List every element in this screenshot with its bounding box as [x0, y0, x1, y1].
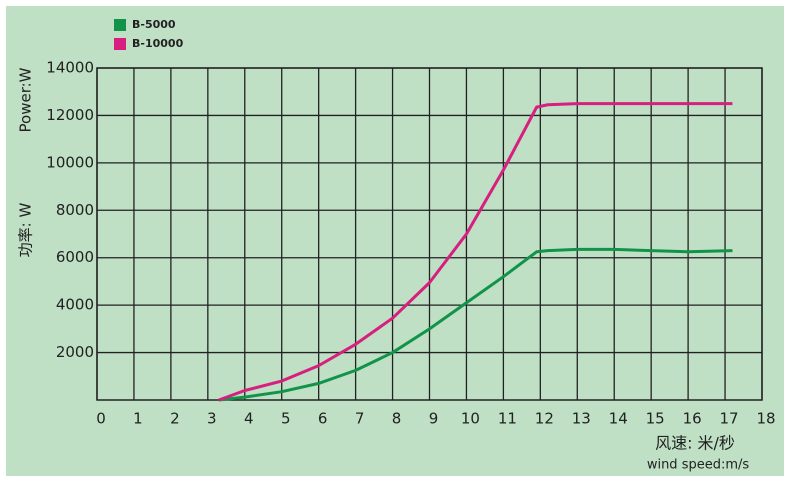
y-tick-label: 4000 [56, 296, 94, 314]
y-tick-label: 10000 [46, 153, 94, 171]
x-axis-label: 风速: 米/秒 [655, 434, 735, 453]
x-tick-label: 9 [429, 410, 439, 428]
x-tick-label: 13 [572, 410, 591, 428]
x-tick-label: 3 [207, 410, 217, 428]
x-tick-label: 5 [281, 410, 291, 428]
x-tick-label: 15 [646, 410, 665, 428]
y-tick-label: 12000 [46, 106, 94, 124]
x-tick-label: 7 [355, 410, 365, 428]
legend-swatch [114, 38, 126, 50]
background [6, 6, 784, 476]
legend-label: B-10000 [132, 37, 184, 50]
x-tick-label: 14 [609, 410, 628, 428]
x-tick-label: 16 [683, 410, 702, 428]
x-tick-label: 11 [498, 410, 517, 428]
x-tick-label: 12 [535, 410, 554, 428]
x-tick-label: 6 [318, 410, 328, 428]
x-tick-label: 1 [133, 410, 143, 428]
x-tick-label: 0 [96, 410, 106, 428]
x-tick-label: 8 [392, 410, 402, 428]
y-tick-label: 6000 [56, 248, 94, 266]
legend-label: B-5000 [132, 18, 176, 31]
legend-swatch [114, 19, 126, 31]
x-tick-label: 2 [170, 410, 180, 428]
line-series [218, 247, 733, 402]
x-axis-label: wind speed:m/s [647, 458, 750, 473]
x-tick-label: 17 [720, 410, 739, 428]
x-tick-label: 18 [756, 410, 775, 428]
y-tick-label: 2000 [56, 343, 94, 361]
y-axis-label: 功率: W [17, 203, 35, 258]
y-axis-label: Power:W [17, 67, 35, 132]
line-series [218, 102, 733, 402]
y-tick-label: 14000 [46, 59, 94, 77]
y-tick-label: 8000 [56, 201, 94, 219]
x-tick-label: 4 [244, 410, 254, 428]
x-tick-label: 10 [461, 410, 480, 428]
